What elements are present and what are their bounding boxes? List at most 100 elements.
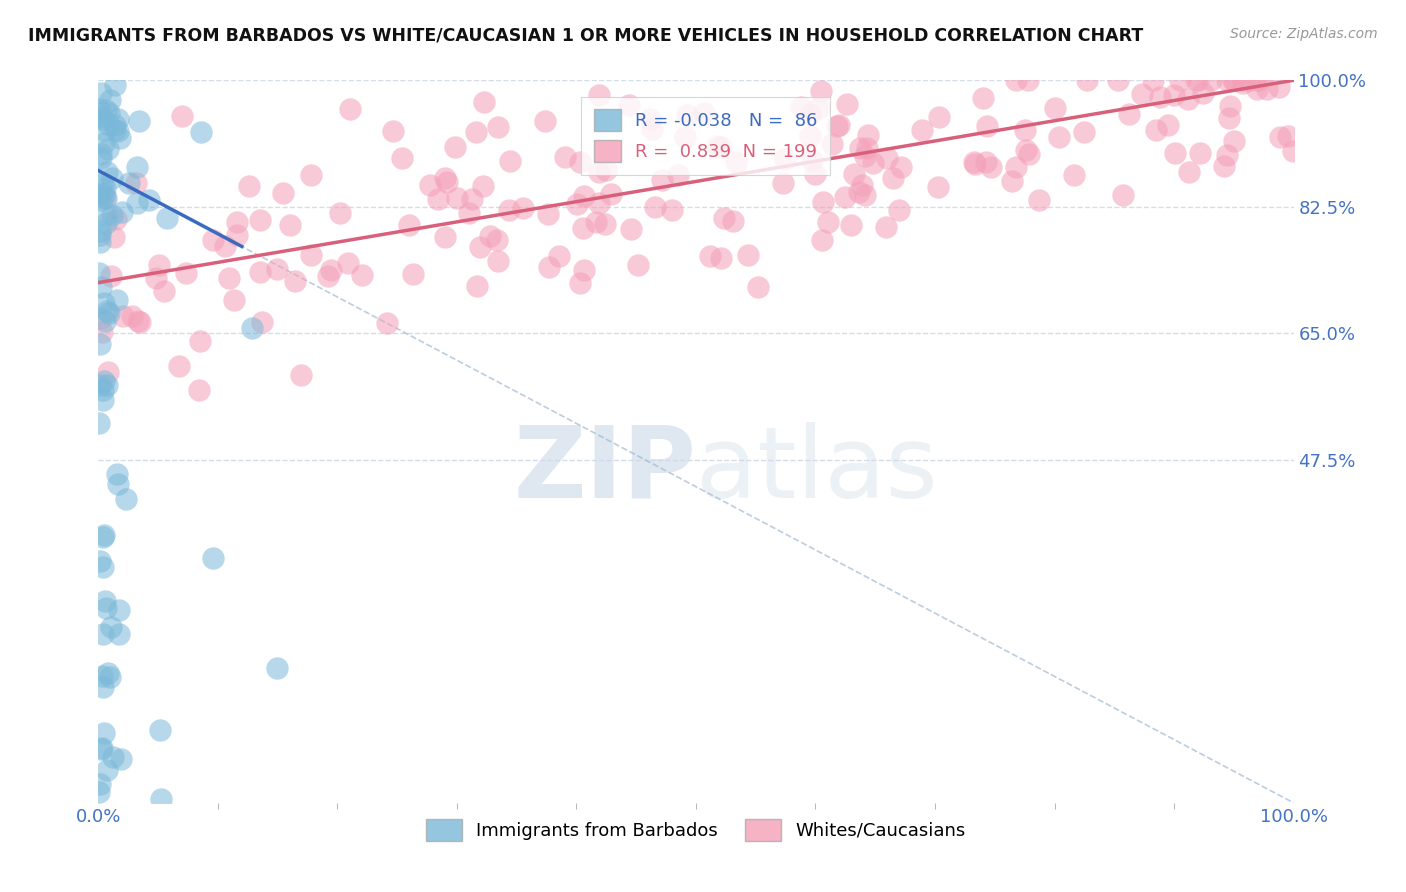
Point [1212,159,1234,173]
Point [91,680,114,694]
Point [876,151,898,165]
Point [1223,73,1246,87]
Point [91,112,114,126]
Point [90,310,112,325]
Point [240,321,263,335]
Text: ZIP: ZIP [513,422,696,519]
Point [855,141,877,155]
Point [1178,165,1201,179]
Point [842,167,865,181]
Point [252,315,274,329]
Point [1017,73,1039,87]
Point [433,170,456,185]
Point [96,763,118,777]
Point [1005,73,1028,87]
Point [772,176,794,190]
Point [94,103,117,117]
Point [617,98,640,112]
Point [837,96,859,111]
Point [271,186,294,200]
Point [112,309,135,323]
Point [97,117,120,131]
Point [585,215,607,229]
Point [266,661,288,675]
Point [93,186,115,201]
Point [1256,82,1278,96]
Point [174,266,197,280]
Point [107,124,129,138]
Point [627,258,650,272]
Point [963,157,986,171]
Point [426,192,449,206]
Point [472,95,495,109]
Point [108,627,131,641]
Point [90,86,112,100]
Point [1063,168,1085,182]
Point [98,670,121,684]
Point [699,248,721,262]
Point [149,791,172,805]
Point [834,190,856,204]
Point [103,230,125,244]
Point [808,101,831,115]
Point [1192,87,1215,101]
Point [799,107,821,121]
Point [747,280,769,294]
Point [478,229,501,244]
Point [638,112,661,126]
Point [882,170,904,185]
Point [110,204,132,219]
Point [974,155,997,169]
Point [1028,193,1050,207]
Text: atlas: atlas [696,422,938,519]
Point [567,196,589,211]
Point [138,194,160,208]
Point [790,100,813,114]
Point [419,178,441,192]
Point [568,154,591,169]
Point [93,627,115,641]
Point [118,176,141,190]
Point [1230,73,1253,87]
Point [201,550,224,565]
Point [87,189,110,203]
Point [875,220,897,235]
Point [87,417,110,431]
Point [856,128,879,143]
Point [890,160,912,174]
Point [96,191,118,205]
Point [1073,125,1095,139]
Text: Source: ZipAtlas.com: Source: ZipAtlas.com [1230,27,1378,41]
Point [398,218,420,232]
Point [218,270,240,285]
Point [547,249,569,263]
Point [104,78,127,92]
Point [96,164,118,178]
Point [129,315,152,329]
Point [1219,98,1241,112]
Point [96,304,118,318]
Point [810,84,832,98]
Point [190,125,212,139]
Point [127,314,149,328]
Point [1149,90,1171,104]
Point [851,178,873,192]
Point [827,119,849,133]
Point [1112,188,1135,202]
Point [1199,73,1222,87]
Point [465,278,488,293]
Point [97,105,120,120]
Point [91,393,114,408]
Point [107,477,129,491]
Point [1132,87,1154,102]
Point [801,153,824,168]
Point [1185,73,1208,87]
Point [828,119,851,133]
Point [862,156,884,170]
Point [928,110,950,124]
Point [91,740,114,755]
Point [486,233,509,247]
Point [676,108,699,122]
Point [238,179,260,194]
Point [927,180,949,194]
